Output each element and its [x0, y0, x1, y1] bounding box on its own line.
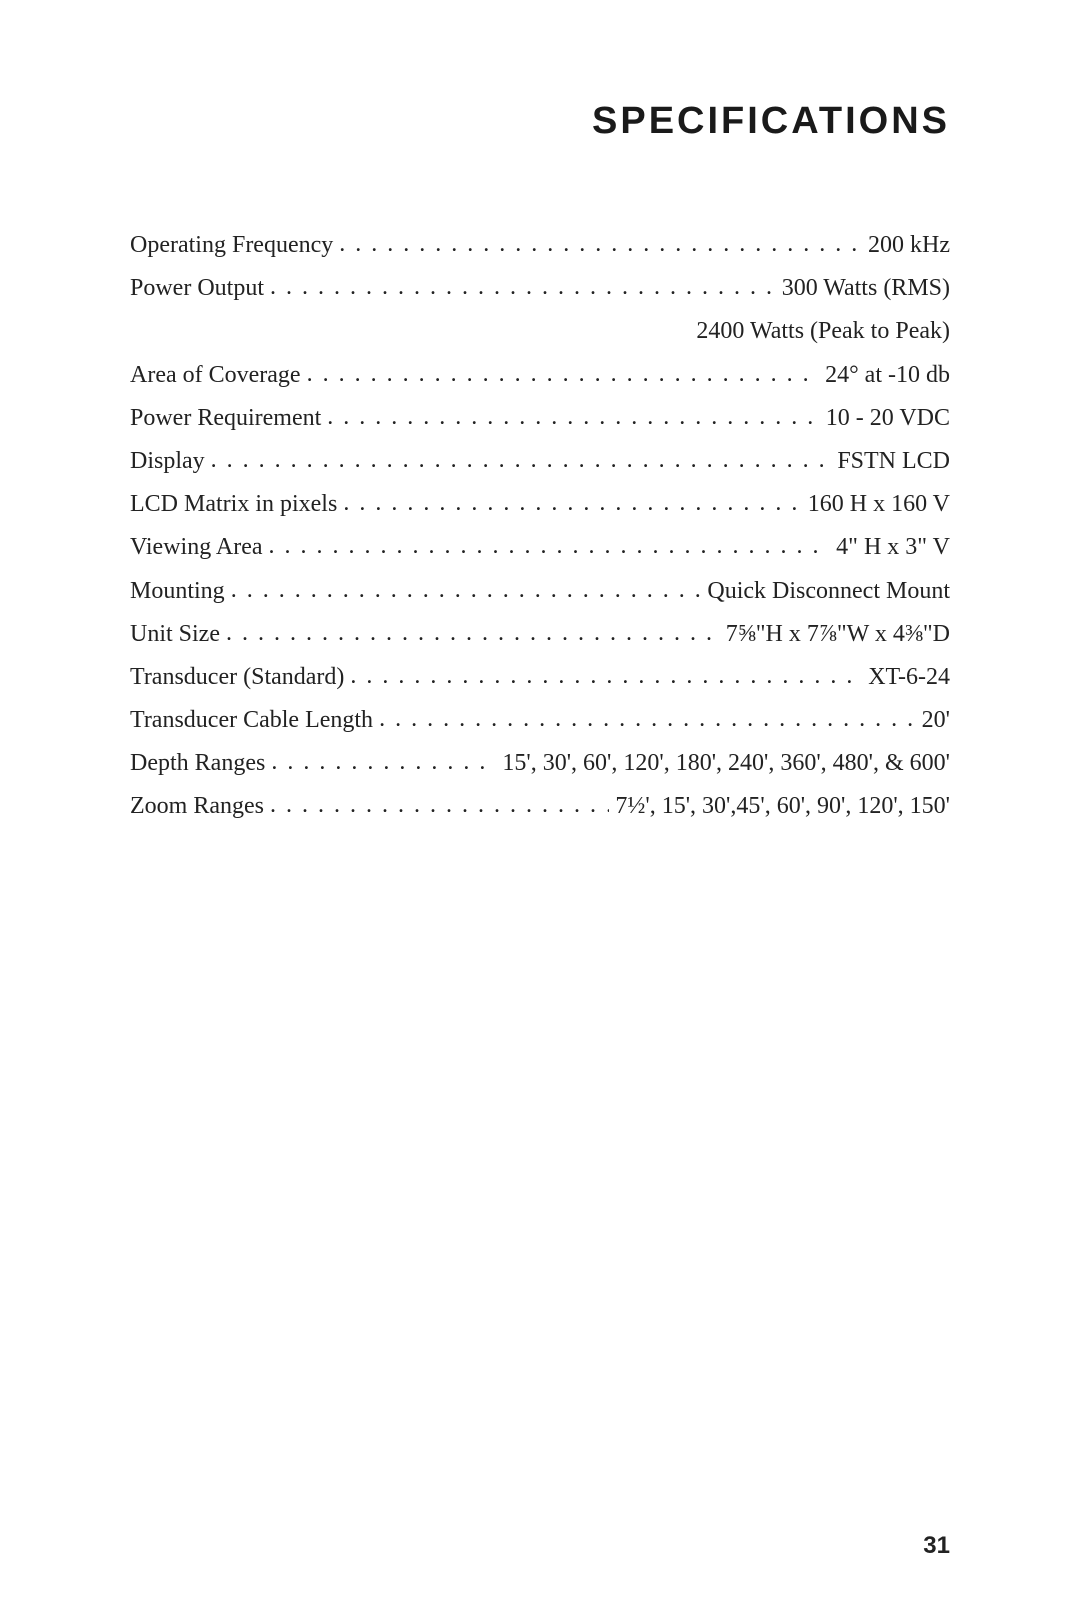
spec-label: Power Output [130, 276, 270, 301]
spec-row: Unit Size 7⅝"H x 7⅞"W x 4⅜"D [130, 622, 950, 647]
leader-dots [226, 621, 720, 646]
spec-row: Mounting Quick Disconnect Mount [130, 579, 950, 604]
leader-dots [270, 793, 609, 818]
page-number: 31 [923, 1532, 950, 1560]
spec-label: Viewing Area [130, 535, 269, 560]
leader-dots [211, 448, 832, 473]
spec-label: Operating Frequency [130, 233, 339, 258]
leader-dots [339, 232, 862, 257]
spec-label: Zoom Ranges [130, 794, 270, 819]
leader-dots [271, 750, 496, 775]
page-heading: SPECIFICATIONS [130, 100, 950, 143]
specifications-list: Operating Frequency 200 kHz Power Output 30… [130, 233, 950, 820]
spec-row: LCD Matrix in pixels 160 H x 160 V [130, 492, 950, 517]
spec-value: 300 Watts (RMS) [776, 276, 950, 301]
spec-row: Transducer Cable Length 20' [130, 708, 950, 733]
leader-dots [327, 405, 819, 430]
spec-label: Unit Size [130, 622, 226, 647]
spec-value: 160 H x 160 V [802, 492, 950, 517]
spec-label: Area of Coverage [130, 363, 307, 388]
spec-value: FSTN LCD [831, 449, 950, 474]
spec-label: Transducer (Standard) [130, 665, 350, 690]
leader-dots [350, 664, 862, 689]
leader-dots [269, 534, 831, 559]
spec-row: Display FSTN LCD [130, 449, 950, 474]
leader-dots [379, 707, 916, 732]
spec-value: 20' [916, 708, 950, 733]
spec-value: 15', 30', 60', 120', 180', 240', 360', 4… [496, 751, 950, 776]
leader-dots [343, 491, 801, 516]
spec-value: 4" H x 3" V [830, 535, 950, 560]
spec-label: Depth Ranges [130, 751, 271, 776]
spec-value: 7⅝"H x 7⅞"W x 4⅜"D [720, 622, 950, 647]
spec-value: 24° at -10 db [819, 363, 950, 388]
spec-label: LCD Matrix in pixels [130, 492, 343, 517]
spec-label: Power Requirement [130, 406, 327, 431]
spec-row: Operating Frequency 200 kHz [130, 233, 950, 258]
leader-dots [270, 275, 776, 300]
spec-continuation-row: 2400 Watts (Peak to Peak) [130, 319, 950, 344]
spec-row: Transducer (Standard) XT-6-24 [130, 665, 950, 690]
spec-row: Depth Ranges 15', 30', 60', 120', 180', 2… [130, 751, 950, 776]
spec-value: XT-6-24 [862, 665, 950, 690]
spec-value: Quick Disconnect Mount [701, 579, 950, 604]
spec-label: Mounting [130, 579, 231, 604]
spec-row: Power Requirement 10 - 20 VDC [130, 406, 950, 431]
spec-row: Power Output 300 Watts (RMS) [130, 276, 950, 301]
spec-row: Zoom Ranges 7½', 15', 30',45', 60', 90', … [130, 794, 950, 819]
spec-value: 200 kHz [862, 233, 950, 258]
spec-row: Viewing Area 4" H x 3" V [130, 535, 950, 560]
spec-row: Area of Coverage 24° at -10 db [130, 363, 950, 388]
spec-value: 7½', 15', 30',45', 60', 90', 120', 150' [609, 794, 950, 819]
leader-dots [231, 578, 702, 603]
spec-label: Display [130, 449, 211, 474]
spec-value: 10 - 20 VDC [820, 406, 950, 431]
spec-label: Transducer Cable Length [130, 708, 379, 733]
spec-continuation-value: 2400 Watts (Peak to Peak) [696, 319, 950, 344]
leader-dots [307, 362, 820, 387]
